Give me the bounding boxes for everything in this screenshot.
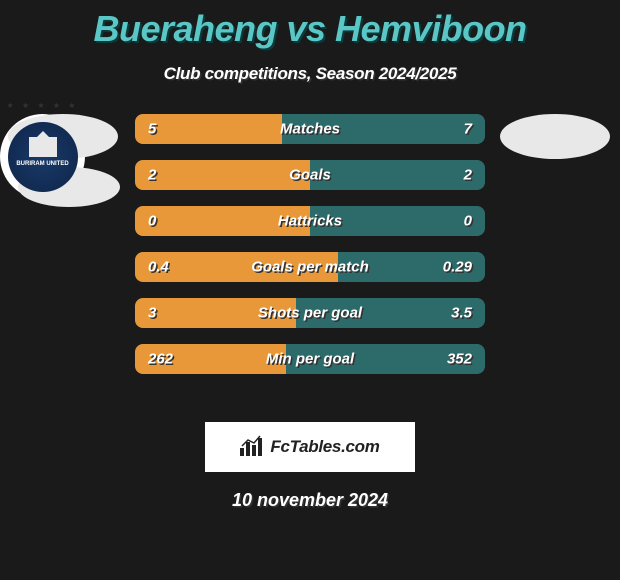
stat-bar-left-fill <box>135 160 310 190</box>
stat-value-left: 3 <box>148 305 156 322</box>
stat-label: Goals per match <box>251 259 369 276</box>
club-badge-text: BURIRAM UNITED <box>16 161 68 168</box>
stat-value-right: 2 <box>464 167 472 184</box>
stat-label: Goals <box>289 167 331 184</box>
stat-value-left: 5 <box>148 121 156 138</box>
stat-row: 2 2 Goals <box>135 160 485 190</box>
stat-value-right: 0.29 <box>443 259 472 276</box>
player2-avatar-placeholder <box>500 114 610 159</box>
date-text: 10 november 2024 <box>0 490 620 511</box>
club-badge-stars: ★ ★ ★ ★ ★ <box>7 101 79 110</box>
stat-value-left: 0.4 <box>148 259 169 276</box>
attribution-text: FcTables.com <box>270 437 379 457</box>
stat-value-right: 3.5 <box>451 305 472 322</box>
club-badge-building-icon <box>29 137 57 157</box>
stat-row: 5 7 Matches <box>135 114 485 144</box>
stat-row: 3 3.5 Shots per goal <box>135 298 485 328</box>
stat-bars: 5 7 Matches 2 2 Goals 0 0 Hattricks 0.4 0.29 Goals … <box>135 114 485 390</box>
comparison-subtitle: Club competitions, Season 2024/2025 <box>0 64 620 84</box>
fctables-logo-icon <box>240 434 266 461</box>
attribution-box: FcTables.com <box>205 422 415 472</box>
stat-label: Shots per goal <box>258 305 362 322</box>
stat-value-left: 262 <box>148 351 173 368</box>
stat-bar-right-fill <box>310 160 485 190</box>
stat-value-left: 2 <box>148 167 156 184</box>
stat-value-right: 352 <box>447 351 472 368</box>
stat-value-left: 0 <box>148 213 156 230</box>
stat-row: 262 352 Min per goal <box>135 344 485 374</box>
stat-label: Hattricks <box>278 213 342 230</box>
stat-bar-left-fill <box>135 114 282 144</box>
stat-label: Matches <box>280 121 340 138</box>
comparison-content: ★ ★ ★ ★ ★ BURIRAM UNITED 57Matches22Goal… <box>0 114 620 414</box>
stat-row: 0.4 0.29 Goals per match <box>135 252 485 282</box>
club-badge-inner: BURIRAM UNITED <box>8 122 78 192</box>
stat-value-right: 7 <box>464 121 472 138</box>
comparison-title: Bueraheng vs Hemviboon <box>0 0 620 50</box>
stat-label: Min per goal <box>266 351 354 368</box>
stat-value-right: 0 <box>464 213 472 230</box>
stat-row: 0 0 Hattricks <box>135 206 485 236</box>
